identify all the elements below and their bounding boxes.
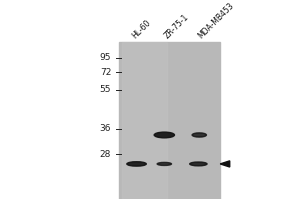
Ellipse shape — [154, 132, 175, 138]
Text: 55: 55 — [100, 85, 111, 94]
Text: 95: 95 — [100, 53, 111, 62]
Ellipse shape — [192, 133, 206, 137]
Ellipse shape — [190, 162, 207, 166]
Text: ZR-75-1: ZR-75-1 — [163, 12, 191, 40]
Text: 72: 72 — [100, 68, 111, 77]
Polygon shape — [220, 161, 230, 167]
Text: 36: 36 — [100, 124, 111, 133]
Bar — [118, 42, 220, 199]
Bar — [122, 42, 167, 199]
Text: MDA-MB453: MDA-MB453 — [196, 1, 235, 40]
Ellipse shape — [127, 162, 146, 166]
Text: 28: 28 — [100, 150, 111, 159]
Ellipse shape — [157, 162, 172, 165]
Text: HL-60: HL-60 — [130, 18, 152, 40]
